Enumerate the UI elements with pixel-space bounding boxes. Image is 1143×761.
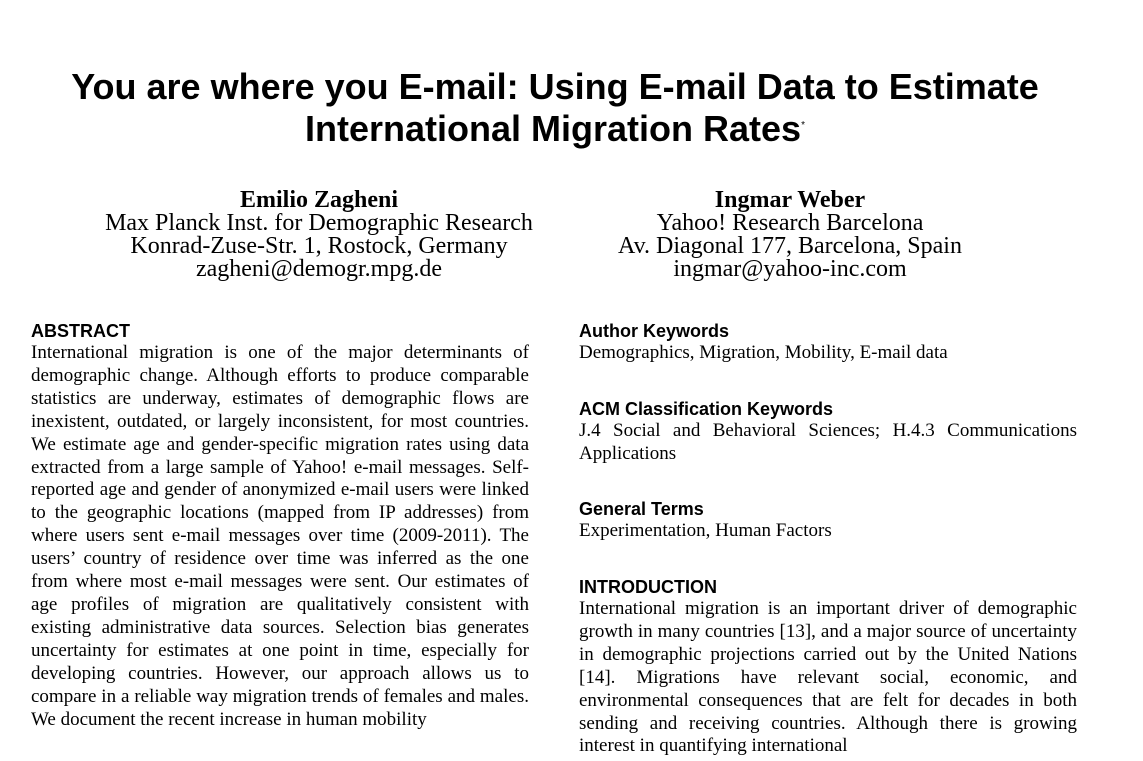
title-line-1: You are where you E-mail: Using E-mail D… <box>71 66 1039 107</box>
abstract-heading: ABSTRACT <box>31 321 130 341</box>
author-keywords-heading: Author Keywords <box>579 321 730 341</box>
author-name: Ingmar Weber <box>714 187 866 213</box>
author-block-2: Ingmar Weber Yahoo! Research Barcelona A… <box>560 187 1020 282</box>
acm-keywords-section: ACM Classification Keywords J.4 Social a… <box>579 398 1077 466</box>
author-email[interactable]: zagheni@demogr.mpg.de <box>195 256 443 282</box>
paper-title: You are where you E-mail: Using E-mail D… <box>20 66 1090 150</box>
general-terms-text: Experimentation, Human Factors <box>579 520 832 541</box>
abstract-text: International migration is one of the ma… <box>31 342 529 730</box>
title-footnote-mark: * <box>801 120 805 131</box>
author-keywords-text: Demographics, Migration, Mobility, E-mai… <box>579 342 948 363</box>
left-column: ABSTRACT International migration is one … <box>31 320 529 731</box>
acm-keywords-heading: ACM Classification Keywords <box>579 399 834 419</box>
author-affiliation: Max Planck Inst. for Demographic Researc… <box>105 210 533 236</box>
author-affiliation: Yahoo! Research Barcelona <box>656 210 924 236</box>
general-terms-heading: General Terms <box>579 499 704 519</box>
title-line-2: International Migration Rates* <box>20 108 1090 150</box>
author-email[interactable]: ingmar@yahoo-inc.com <box>673 256 907 282</box>
author-address: Av. Diagonal 177, Barcelona, Spain <box>618 233 962 259</box>
author-name: Emilio Zagheni <box>239 187 399 213</box>
introduction-heading: INTRODUCTION <box>579 577 717 597</box>
author-keywords-section: Author Keywords Demographics, Migration,… <box>579 320 1077 365</box>
author-address: Konrad-Zuse-Str. 1, Rostock, Germany <box>130 233 508 259</box>
introduction-text: International migration is an important … <box>579 598 1077 757</box>
title-line-2-text: International Migration Rates <box>305 108 802 149</box>
acm-keywords-text: J.4 Social and Behavioral Sciences; H.4.… <box>579 420 1077 464</box>
general-terms-section: General Terms Experimentation, Human Fac… <box>579 498 1077 543</box>
author-block-1: Emilio Zagheni Max Planck Inst. for Demo… <box>50 187 588 282</box>
introduction-section: INTRODUCTION International migration is … <box>579 576 1077 758</box>
